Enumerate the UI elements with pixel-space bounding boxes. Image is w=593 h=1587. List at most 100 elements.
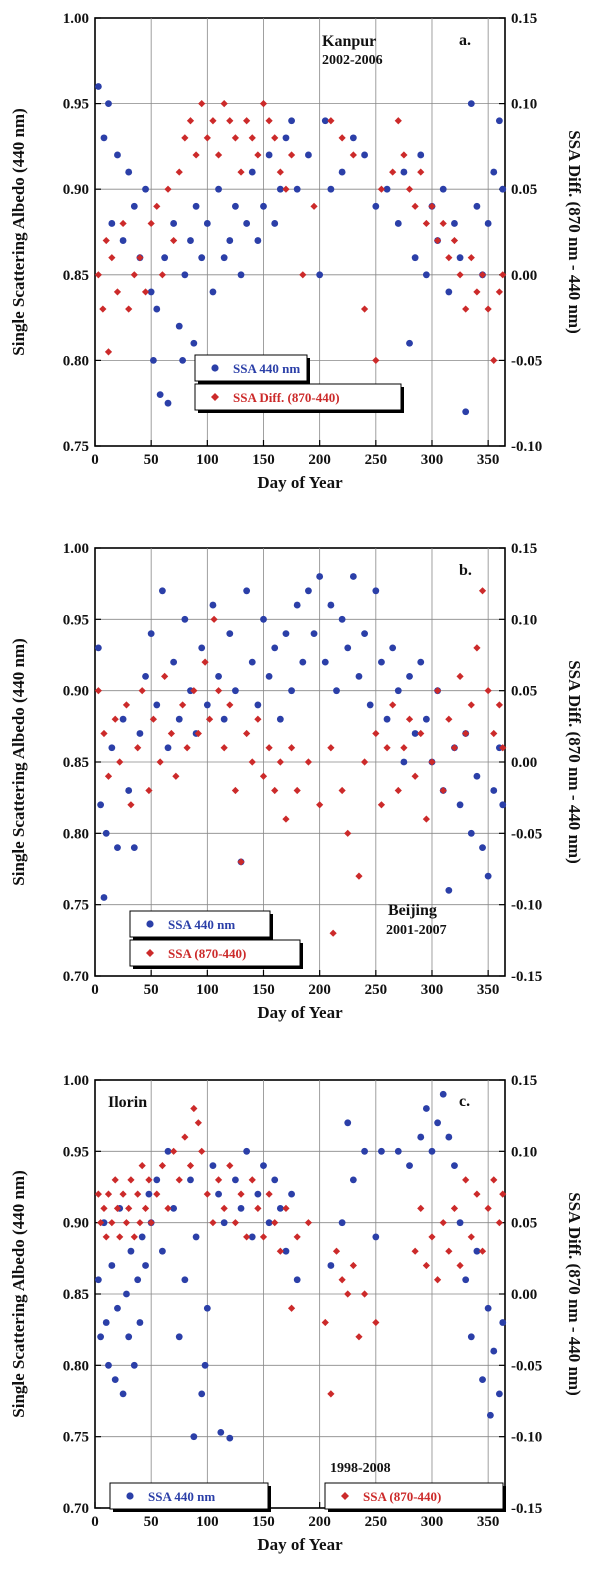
ssa-440-point [456, 254, 464, 262]
y-tick-label: 1.00 [63, 11, 89, 27]
ssa-440-point [94, 1276, 102, 1284]
ssa-diff-point [422, 219, 430, 228]
ssa-diff-point [226, 1162, 234, 1170]
ssa-440-point [484, 1304, 492, 1312]
legend-label: SSA Diff. (870-440) [233, 390, 340, 405]
y2-tick-label: 0.10 [511, 1144, 537, 1160]
ssa-440-point [467, 829, 475, 837]
ssa-diff-point [411, 202, 419, 210]
site-name-c: Ilorin [108, 1094, 147, 1111]
ssa-440-point [321, 117, 329, 125]
ssa-diff-point [136, 1219, 144, 1227]
ssa-440-point [484, 220, 492, 227]
ssa-440-point [411, 730, 419, 737]
ssa-diff-point [192, 151, 200, 159]
ssa-diff-point [111, 1176, 119, 1184]
ssa-diff-point [127, 1176, 135, 1184]
site-years-b: 2001-2007 [386, 923, 447, 938]
ssa-440-point [156, 391, 164, 399]
ssa-diff-point [473, 1190, 481, 1198]
ssa-diff-point [450, 744, 459, 752]
ssa-diff-point [130, 271, 138, 279]
y-tick-label: 0.70 [63, 969, 89, 985]
ssa-440-point [145, 1190, 153, 1198]
y-tick-label: 1.00 [63, 541, 89, 557]
site-years-c: 1998-2008 [330, 1461, 391, 1476]
ssa-diff-point [99, 305, 107, 313]
ssa-diff-point [243, 1233, 251, 1241]
x-tick-label: 0 [91, 1514, 99, 1530]
ssa-440-point [217, 1428, 225, 1436]
ssa-440-point [130, 202, 138, 210]
ssa-440-point [265, 1219, 273, 1227]
ssa-440-point [147, 288, 155, 296]
ssa-440-point [499, 185, 507, 193]
y-tick-label: 0.95 [63, 612, 89, 628]
ssa-diff-point [316, 801, 324, 809]
ssa-440-point [439, 185, 447, 193]
ssa-diff-point [186, 1162, 195, 1170]
ssa-diff-point [450, 236, 459, 245]
ssa-diff-point [276, 168, 284, 176]
ssa-440-point [164, 399, 172, 407]
ssa-diff-point [372, 1318, 380, 1327]
ssa-440-point [119, 237, 127, 244]
y-tick-label: 0.80 [63, 826, 89, 842]
ssa-440-point [100, 894, 108, 901]
site-name-b: Beijing [388, 902, 437, 919]
ssa-diff-point [94, 687, 102, 695]
ssa-440-point [299, 658, 307, 666]
ssa-diff-point [237, 168, 245, 176]
y-axis-title-a: Single Scattering Albedo (440 nm) [9, 108, 28, 355]
ssa-diff-point [394, 117, 402, 125]
ssa-diff-point [100, 729, 108, 738]
x-tick-label: 50 [144, 982, 159, 998]
ssa-440-point [288, 1190, 295, 1198]
ssa-440-point [271, 220, 279, 227]
ssa-diff-point [243, 729, 251, 738]
ssa-440-point [220, 1219, 228, 1227]
ssa-diff-point [209, 117, 217, 125]
ssa-440-point [161, 254, 169, 262]
ssa-440-point [479, 1376, 486, 1383]
ssa-440-point [125, 168, 133, 176]
ssa-440-point [260, 615, 267, 623]
ssa-440-point [406, 339, 413, 347]
ssa-440-point [254, 237, 262, 244]
ssa-diff-point [164, 1204, 172, 1212]
ssa-diff-point [411, 772, 419, 780]
ssa-440-point [254, 701, 262, 709]
gridlines-b [95, 548, 505, 976]
ssa-440-point [473, 1247, 481, 1255]
ssa-diff-point [220, 100, 228, 108]
ssa-diff-point [338, 786, 346, 795]
x-tick-label: 300 [421, 1514, 444, 1530]
x-tick-label: 350 [477, 1514, 500, 1530]
ssa-440-point [201, 1361, 209, 1369]
ssa-440-point [282, 1247, 290, 1255]
ssa-diff-point [265, 1190, 273, 1198]
ssa-diff-point [434, 1276, 442, 1284]
ssa-diff-point [389, 168, 397, 176]
ssa-diff-point [170, 1147, 178, 1155]
ssa-diff-point [94, 1190, 102, 1198]
ssa-diff-point [490, 356, 498, 364]
ssa-diff-point [293, 786, 301, 795]
ssa-440-point [179, 357, 187, 364]
x-tick-label: 150 [252, 982, 275, 998]
ssa-diff-point [400, 151, 408, 159]
ssa-440-point [114, 151, 121, 159]
ssa-440-point [338, 168, 346, 176]
ssa-440-point [192, 202, 200, 210]
x-tick-label: 100 [196, 982, 219, 998]
ssa-diff-point [327, 117, 335, 125]
y2-tick-label: 0.15 [511, 541, 537, 557]
ssa-440-point [327, 601, 335, 609]
panel-c: 0 50 100 150 200 250 300 350 0.70 0.75 0.80 0.85 0.9… [9, 1073, 584, 1554]
ssa-440-point [136, 730, 144, 737]
ssa-diff-point [190, 1104, 198, 1113]
x-tick-label: 100 [196, 452, 219, 468]
y2-tick-label: 0.10 [511, 612, 537, 628]
ssa-440-point [190, 1433, 198, 1441]
ssa-440-point [226, 237, 234, 244]
